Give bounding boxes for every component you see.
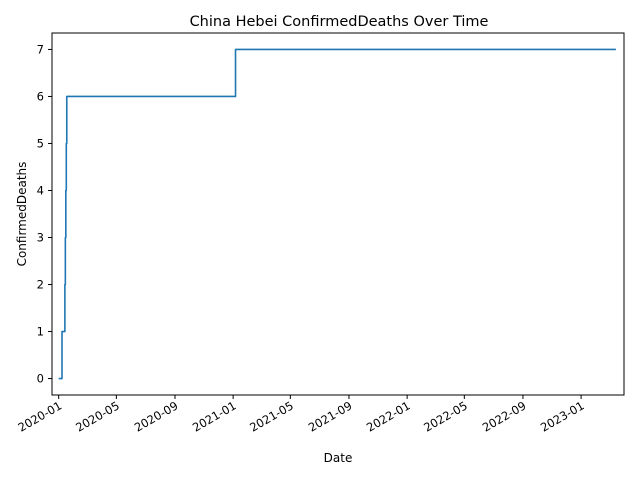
y-tick-label: 3 <box>37 231 44 245</box>
y-tick-label: 0 <box>37 372 44 386</box>
y-tick-label: 7 <box>37 42 44 56</box>
y-tick-label: 5 <box>37 136 44 150</box>
y-tick-label: 2 <box>37 278 44 292</box>
x-axis-label: Date <box>324 451 353 465</box>
series-line <box>58 48 616 380</box>
y-axis-label: ConfirmedDeaths <box>15 162 29 267</box>
plot-frame <box>51 32 625 396</box>
y-tick-label: 6 <box>37 89 44 103</box>
y-tick-label: 1 <box>37 325 44 339</box>
chart-title: China Hebei ConfirmedDeaths Over Time <box>190 14 489 30</box>
y-tick-label: 4 <box>37 183 44 197</box>
